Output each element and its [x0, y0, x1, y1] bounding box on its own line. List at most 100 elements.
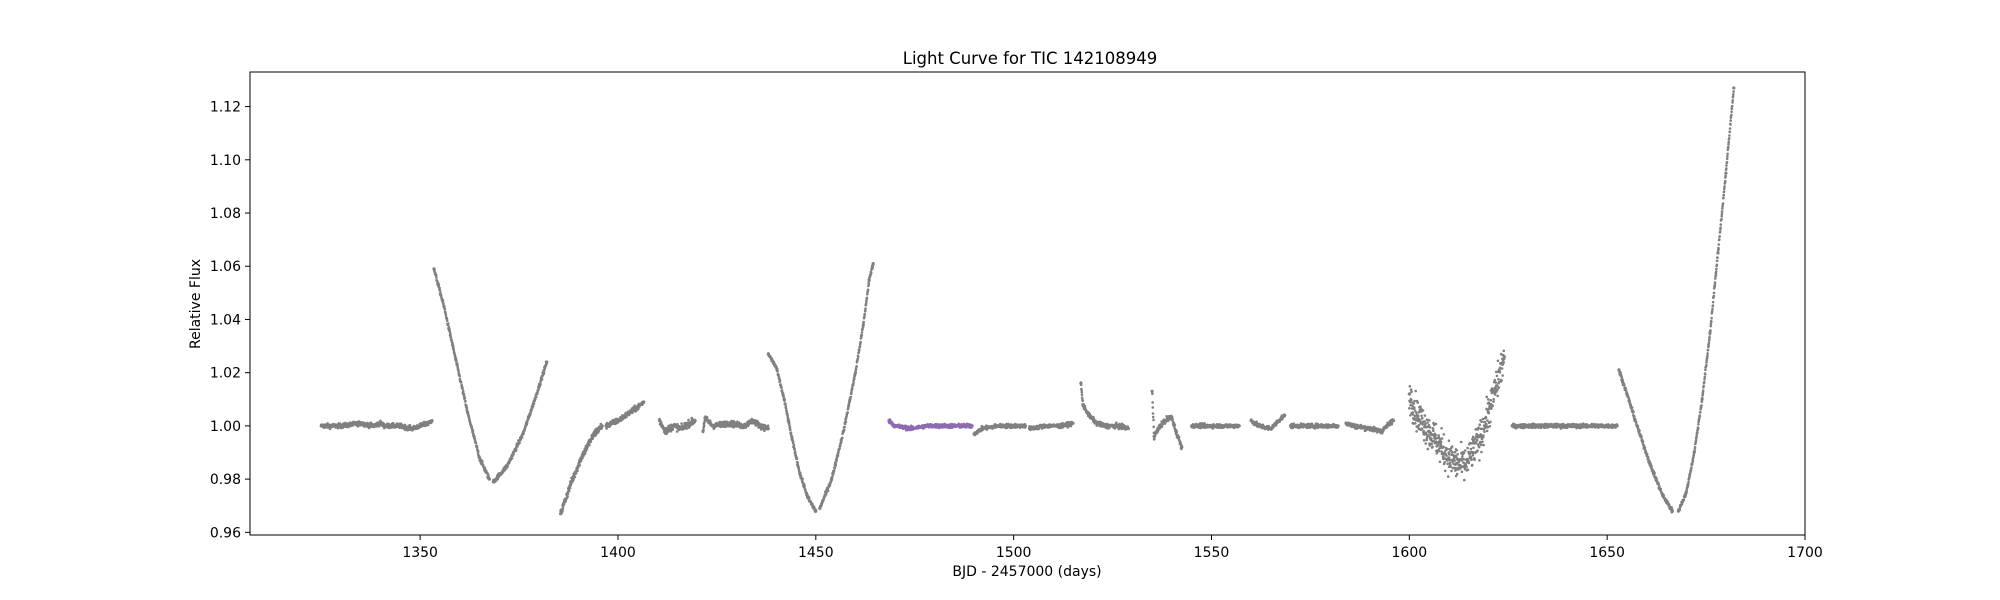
data-point	[382, 424, 387, 428]
data-point	[727, 421, 731, 425]
data-point	[1229, 424, 1233, 428]
data-point	[940, 424, 945, 428]
data-point	[1471, 450, 1475, 455]
data-point	[600, 424, 604, 428]
data-point	[1615, 424, 1619, 428]
data-point	[1670, 509, 1674, 513]
data-point	[1649, 464, 1653, 468]
data-point	[956, 424, 960, 428]
data-point	[703, 416, 707, 420]
data-point	[1439, 445, 1443, 449]
data-point	[970, 424, 974, 428]
data-point	[893, 424, 897, 428]
y-tick-label: 1.06	[210, 259, 241, 275]
y-tick-label: 1.04	[210, 312, 241, 328]
data-point	[1283, 413, 1287, 417]
data-point	[818, 506, 822, 510]
data-point	[1344, 421, 1348, 425]
data-point	[750, 419, 755, 423]
data-point	[1700, 397, 1704, 401]
y-tick-label: 0.96	[210, 525, 241, 541]
data-point	[909, 427, 913, 431]
data-point	[454, 357, 458, 361]
data-point	[559, 512, 563, 516]
data-point	[996, 424, 1000, 428]
data-point	[1308, 424, 1312, 428]
data-point	[853, 371, 858, 375]
data-point	[1158, 424, 1162, 428]
data-point	[1732, 86, 1736, 90]
data-point	[790, 437, 794, 441]
data-point	[871, 262, 875, 266]
data-point	[1249, 419, 1253, 423]
data-point	[663, 429, 668, 433]
x-tick-label: 1550	[1194, 545, 1230, 561]
chart-title: Light Curve for TIC 142108949	[903, 49, 1157, 68]
data-point	[1012, 424, 1016, 428]
data-point	[1166, 416, 1170, 420]
data-point	[1170, 416, 1174, 420]
data-point	[1708, 331, 1712, 335]
data-point	[1081, 403, 1085, 407]
data-point	[1126, 427, 1130, 431]
data-point	[1676, 509, 1680, 513]
data-point	[1087, 413, 1091, 417]
data-point	[679, 427, 683, 431]
data-point	[1625, 392, 1629, 396]
data-point	[1368, 427, 1372, 431]
data-point	[487, 477, 491, 481]
data-point	[545, 360, 549, 364]
data-point	[782, 397, 786, 401]
data-point	[1455, 461, 1459, 465]
data-point	[1605, 424, 1609, 428]
data-point	[1352, 424, 1356, 428]
data-point	[1684, 490, 1688, 494]
data-point	[1391, 419, 1396, 423]
data-point	[642, 400, 646, 404]
data-point	[1336, 424, 1340, 428]
data-point	[1502, 355, 1506, 359]
y-tick-label: 1.02	[210, 366, 241, 382]
data-point	[1447, 456, 1451, 460]
data-point	[636, 405, 640, 409]
data-point	[533, 397, 537, 401]
y-tick-label: 1.08	[210, 206, 241, 222]
data-point	[830, 477, 834, 481]
data-point	[604, 424, 608, 428]
data-point	[925, 424, 929, 428]
x-axis-ticks: 1350 1400 1450 1500 1550 1600 1650 1700	[402, 535, 1823, 561]
data-point	[1180, 445, 1184, 449]
data-point	[1427, 429, 1431, 433]
data-point	[1209, 424, 1214, 428]
data-point	[418, 424, 422, 428]
data-point	[1071, 421, 1075, 425]
data-point	[568, 482, 573, 486]
data-point	[1079, 381, 1083, 385]
data-point	[580, 453, 585, 457]
data-point	[1174, 429, 1178, 433]
y-tick-label: 1.10	[210, 153, 241, 169]
data-point	[359, 421, 363, 425]
y-axis-ticks: 0.96 0.98 1.00 1.02 1.04 1.06 1.08 1.10 1.12	[210, 100, 250, 541]
data-point	[1546, 424, 1550, 428]
data-point	[806, 496, 810, 500]
x-tick-label: 1600	[1392, 545, 1428, 561]
data-point	[371, 424, 375, 428]
x-axis-label: BJD - 2457000 (days)	[952, 564, 1101, 580]
data-point	[1023, 424, 1028, 428]
data-point	[426, 421, 430, 425]
data-point	[1190, 424, 1194, 428]
data-point	[1463, 464, 1467, 468]
data-point	[1415, 413, 1419, 417]
data-point	[766, 427, 770, 431]
data-point	[521, 432, 525, 436]
data-point	[491, 480, 495, 484]
data-point	[814, 509, 818, 513]
data-point	[1152, 434, 1156, 439]
data-point	[398, 424, 402, 428]
x-tick-label: 1450	[798, 545, 834, 561]
data-point	[657, 419, 662, 423]
data-point	[1095, 421, 1099, 425]
data-point	[442, 304, 446, 308]
